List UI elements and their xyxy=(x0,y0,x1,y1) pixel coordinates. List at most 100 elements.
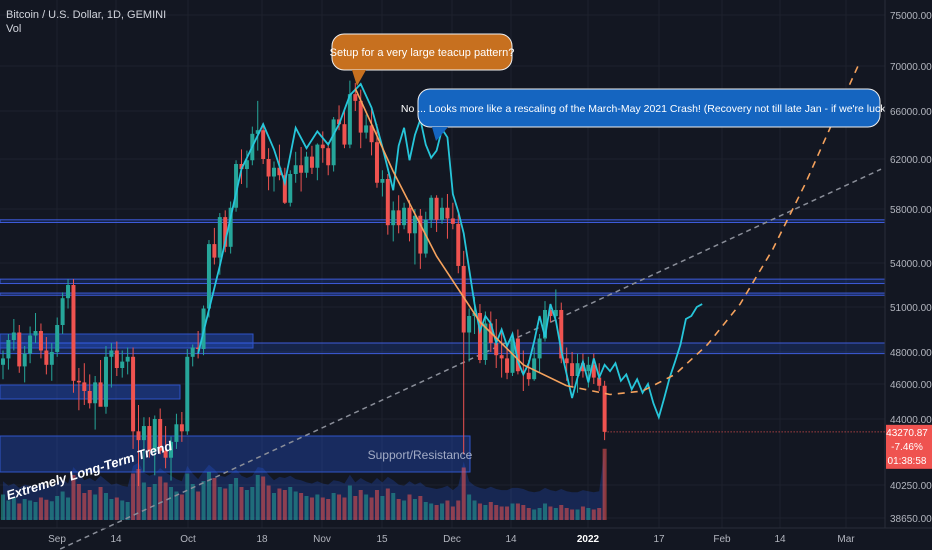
volume-bar xyxy=(169,487,174,520)
candle-body xyxy=(38,331,43,351)
volume-bar xyxy=(44,499,49,520)
candle-body xyxy=(396,210,401,226)
candle-body xyxy=(505,358,510,373)
candle-body xyxy=(217,217,222,258)
volume-bar xyxy=(163,482,168,520)
candle-body xyxy=(82,382,87,391)
volume-bars xyxy=(1,447,607,520)
candle-body xyxy=(223,217,228,247)
volume-bar xyxy=(472,500,477,520)
candle-body xyxy=(288,174,293,203)
candle-body xyxy=(277,167,282,176)
candle-body xyxy=(266,159,271,177)
volume-bar xyxy=(423,502,428,520)
candle-body xyxy=(120,361,125,368)
candle-body xyxy=(434,197,439,220)
symbol-title[interactable]: Bitcoin / U.S. Dollar, 1D, GEMINI xyxy=(6,9,167,21)
volume-bar xyxy=(445,500,450,520)
last-price-tag-text: -7.46% xyxy=(891,442,923,453)
volume-bar xyxy=(402,500,407,520)
candle-body xyxy=(293,165,298,174)
candle-body xyxy=(17,332,22,367)
candle-body xyxy=(564,358,569,364)
volume-bar xyxy=(369,497,374,520)
volume-bar xyxy=(228,484,233,520)
candle-body xyxy=(98,382,103,407)
candle-body xyxy=(515,338,520,372)
candle-body xyxy=(212,244,217,258)
volume-bar xyxy=(60,491,65,520)
candle-body xyxy=(309,156,314,168)
candle-body xyxy=(575,363,580,376)
candle-body xyxy=(28,335,33,354)
price-axis[interactable]: 75000.00 70000.00 66000.00 62000.00 58000.00… xyxy=(604,0,932,550)
volume-bar xyxy=(304,496,309,520)
volume-bar xyxy=(418,496,423,520)
volume-bar xyxy=(103,493,108,520)
volume-bar xyxy=(109,499,114,520)
volume-bar xyxy=(55,496,60,520)
price-tick-label: 48000.00 xyxy=(890,348,932,359)
candle-body xyxy=(272,167,276,177)
candle-body xyxy=(49,352,54,365)
candle-body xyxy=(402,207,407,226)
price-tick-label: 58000.00 xyxy=(890,205,932,216)
candle-body xyxy=(141,426,146,441)
volume-bar xyxy=(591,509,596,520)
volume-bar xyxy=(277,488,282,520)
time-tick-label: Sep xyxy=(48,534,66,545)
candle-body xyxy=(228,207,233,247)
volume-bar xyxy=(141,482,146,520)
candle-body xyxy=(597,377,602,386)
volume-bar xyxy=(347,485,352,520)
candle-body xyxy=(412,215,417,234)
volume-bar xyxy=(71,475,76,520)
volume-bar xyxy=(342,497,347,520)
candle-body xyxy=(477,313,482,360)
volume-bar xyxy=(510,503,515,520)
volume-bar xyxy=(564,508,569,520)
volume-bar xyxy=(147,487,152,520)
candle-body xyxy=(510,338,515,373)
last-price-tag xyxy=(886,424,932,469)
candle-body xyxy=(55,325,60,352)
volume-bar xyxy=(114,497,119,520)
support-resistance-block xyxy=(0,435,471,473)
callout-bubble xyxy=(417,88,881,128)
volume-bar xyxy=(1,494,5,520)
volume-bar xyxy=(505,506,510,520)
candle-body xyxy=(586,364,591,372)
candle-body xyxy=(11,332,16,340)
candle-body xyxy=(299,165,304,173)
candle-body xyxy=(315,144,320,168)
volume-bar xyxy=(11,497,16,520)
volume-bar xyxy=(385,488,390,520)
candle-body xyxy=(114,350,119,368)
volume-bar xyxy=(456,500,461,520)
volume-bar xyxy=(483,505,488,520)
candle-body xyxy=(467,316,472,333)
volume-bar xyxy=(434,505,439,520)
candle-body xyxy=(548,310,553,316)
callout-pointer xyxy=(352,70,366,86)
volume-bar xyxy=(461,467,466,520)
candle-body xyxy=(353,94,358,101)
volume-bar xyxy=(570,509,575,520)
teacup-curve xyxy=(354,62,861,396)
candle-body xyxy=(169,441,174,458)
candle-body xyxy=(282,175,287,203)
volume-bar xyxy=(22,499,27,520)
time-axis[interactable]: Sep 14 Oct 18 Nov 15 Dec 14 2022 17 Feb 14 Mar xyxy=(0,527,932,545)
volume-bar xyxy=(223,488,228,520)
candle-body xyxy=(391,210,396,226)
price-tick-label: 40250.00 xyxy=(890,481,932,492)
candle-body xyxy=(190,347,195,357)
volume-indicator-label[interactable]: Vol xyxy=(6,23,22,35)
candle-body xyxy=(196,347,201,349)
volume-bar xyxy=(320,497,325,520)
candle-body xyxy=(71,285,76,381)
volume-bar xyxy=(93,494,98,520)
candle-body xyxy=(93,382,98,404)
volume-bar xyxy=(288,487,293,520)
